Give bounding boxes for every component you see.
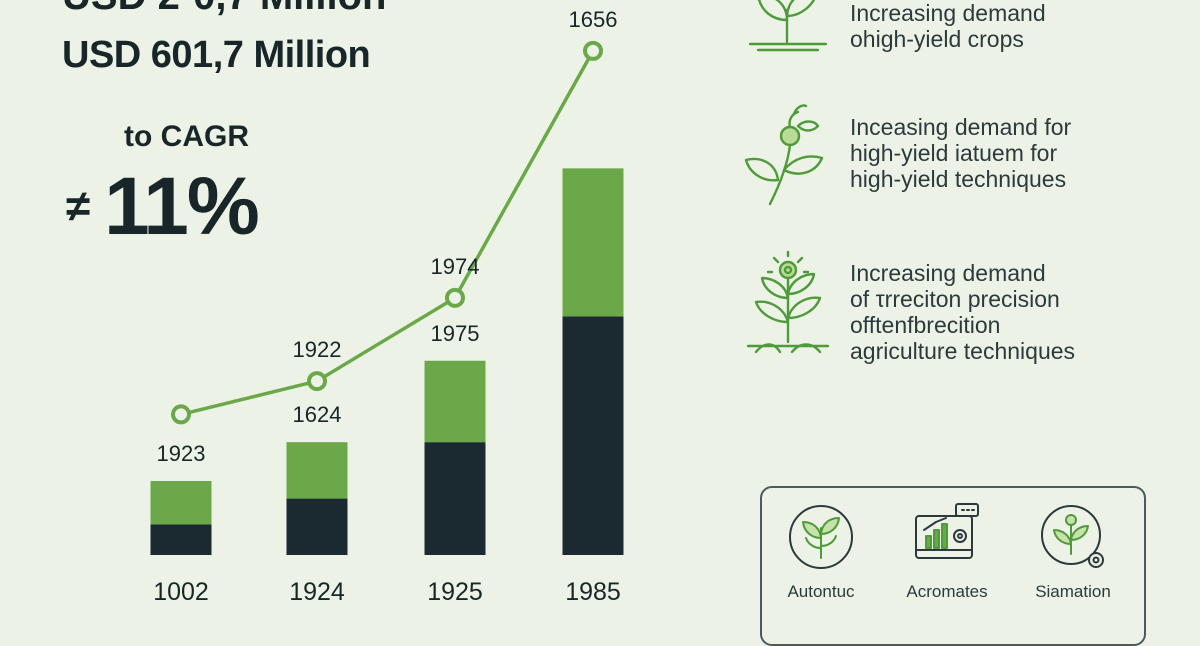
tool-label: Acromates: [906, 582, 988, 601]
feature-item-high-yield-crops: Increasing demand ohigh-yield crops: [742, 0, 1046, 86]
point-data-label: 1656: [569, 7, 618, 32]
bar-data-label: 1975: [431, 321, 480, 346]
bar-segment-bottom: [424, 442, 486, 555]
bar-segment-bottom: [562, 316, 624, 555]
tool-item-siamation: Siamation: [1018, 502, 1128, 602]
cagr-symbol: ≠: [66, 182, 91, 231]
feature-text: Increasing demand of τrreciton precision…: [850, 260, 1075, 364]
bar-segment-bottom: [150, 524, 212, 555]
feature-line: of τrreciton precision: [850, 286, 1060, 312]
x-tick-label: 1002: [153, 578, 209, 600]
tools-panel: Autontuc Acromates Siamation: [760, 486, 1146, 646]
plant-bud-icon: [744, 104, 824, 206]
bar-segment-bottom: [286, 498, 348, 555]
tool-label: Autontuc: [787, 582, 855, 601]
flowering-plant-icon: [746, 250, 830, 354]
headline-top-value: USD 2·0,7 Million: [62, 0, 387, 19]
feature-line: ohigh-yield crops: [850, 26, 1024, 52]
point-data-label: 1922: [293, 337, 342, 362]
sprout-icon: [748, 0, 828, 52]
bar-segment-top: [424, 360, 486, 443]
feature-text: Increasing demand ohigh-yield crops: [850, 0, 1046, 52]
cagr-row: ≠ 11%: [66, 160, 260, 254]
feature-text: Inceasing demand for high-yield iatuem f…: [850, 114, 1071, 192]
trend-point: [583, 40, 603, 61]
feature-line: agriculture techniques: [850, 338, 1076, 364]
x-tick-label: 1925: [427, 578, 483, 600]
tool-item-acromates: Acromates: [892, 502, 1002, 602]
cagr-value: 11%: [104, 161, 260, 252]
trend-line: [180, 50, 595, 417]
feature-item-high-yield-techniques: Inceasing demand for high-yield iatuem f…: [742, 100, 1071, 210]
x-tick-label: 1985: [565, 578, 621, 600]
trend-point: [445, 287, 465, 308]
smart-plant-icon: [1041, 505, 1104, 568]
market-growth-chart: 1002 1924 1925 1985 1923 1624 1975 1922 1974 1656: [150, 7, 624, 600]
bar-segment-top: [286, 442, 348, 499]
bar-data-label: 1923: [157, 441, 206, 466]
bar-data-label: 1624: [293, 402, 342, 427]
bar-segment-top: [150, 481, 212, 525]
trend-point: [307, 371, 327, 392]
feature-line: high-yield techniques: [850, 166, 1067, 192]
feature-line: high-yield iatuem for: [850, 140, 1058, 166]
analytics-screen-icon: [915, 503, 979, 559]
plant-emblem-icon: [789, 505, 853, 569]
point-data-label: 1974: [431, 254, 480, 279]
feature-line: Increasing demand: [850, 0, 1046, 26]
headline-market-value: USD 601,7 Million: [62, 34, 371, 76]
tool-label: Siamation: [1035, 582, 1111, 601]
feature-line: Increasing demand: [850, 260, 1046, 286]
x-tick-label: 1924: [289, 578, 345, 600]
feature-item-precision-agriculture: Increasing demand of τrreciton precision…: [742, 250, 1075, 364]
feature-line: offtenfbrecition: [850, 312, 1001, 338]
bar-segment-top: [562, 168, 624, 317]
tool-item-autontuc: Autontuc: [766, 502, 876, 602]
trend-point: [171, 404, 191, 425]
cagr-label: to CAGR: [124, 120, 249, 153]
feature-line: Inceasing demand for: [850, 114, 1072, 140]
